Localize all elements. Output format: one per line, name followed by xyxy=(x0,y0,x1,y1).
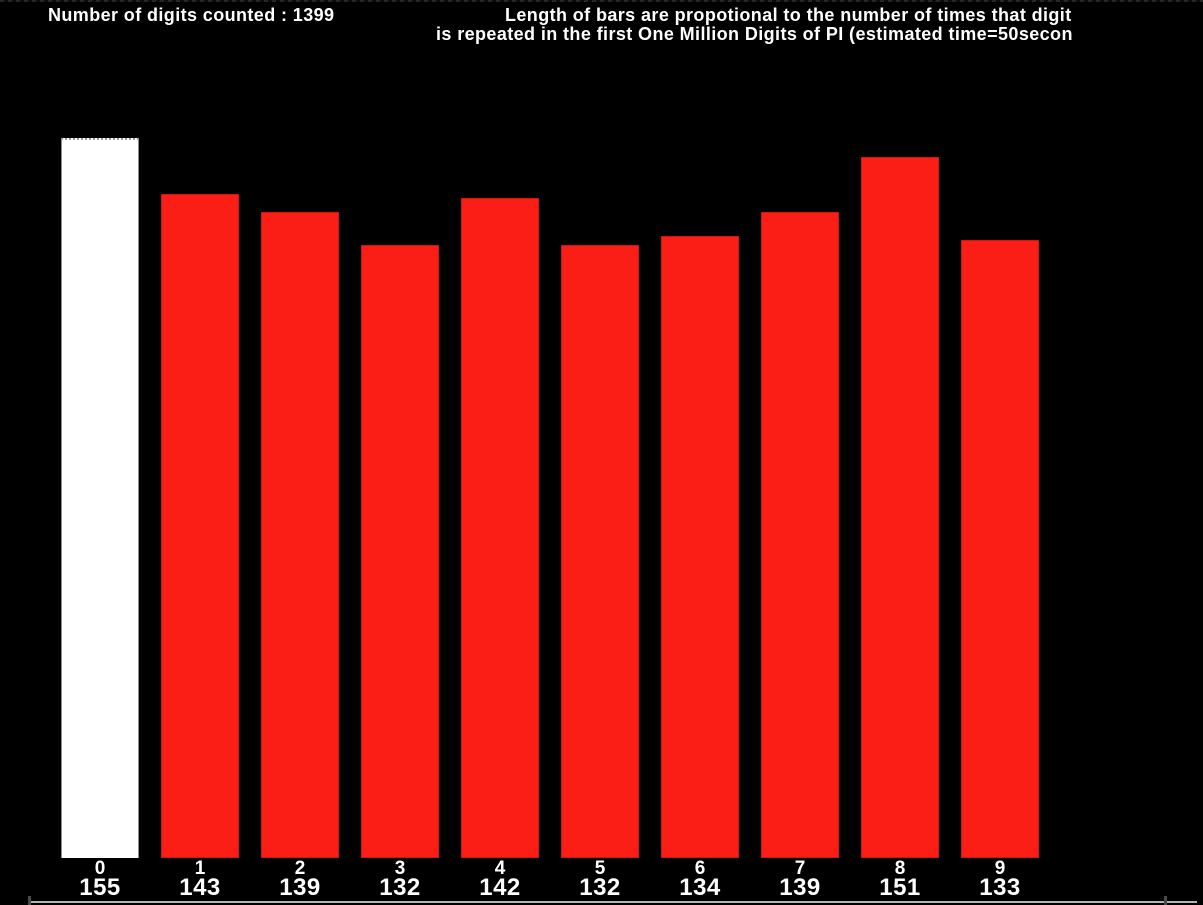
digit-label-6: 6 xyxy=(694,858,706,879)
bar-digit-2 xyxy=(261,212,339,858)
window-bottom-left-notch xyxy=(28,896,31,905)
digit-label-1: 1 xyxy=(194,858,206,879)
bar-digit-0 xyxy=(61,138,139,858)
digit-label-0: 0 xyxy=(94,858,106,879)
digit-label-8: 8 xyxy=(894,858,906,879)
bar-digit-6 xyxy=(661,236,739,858)
count-label-4: 142 xyxy=(479,874,521,901)
chart-description-line2: is repeated in the first One Million Dig… xyxy=(436,24,1073,44)
digit-label-9: 9 xyxy=(994,858,1006,879)
digits-counted-label: Number of digits counted : 1399 xyxy=(48,5,335,25)
bar-digit-4 xyxy=(461,198,539,858)
digit-label-4: 4 xyxy=(494,858,506,879)
count-label-2: 139 xyxy=(279,874,321,901)
count-label-6: 134 xyxy=(679,874,721,901)
count-label-7: 139 xyxy=(779,874,821,901)
bar-digit-5 xyxy=(561,245,639,858)
count-label-1: 143 xyxy=(179,874,221,901)
bar-digit-3 xyxy=(361,245,439,858)
digit-label-2: 2 xyxy=(294,858,306,879)
bar-digit-8 xyxy=(861,157,939,858)
count-label-0: 155 xyxy=(79,874,121,901)
count-label-5: 132 xyxy=(579,874,621,901)
count-label-8: 151 xyxy=(879,874,921,901)
window-bottom-right-notch xyxy=(1164,896,1167,905)
chart-description-line1: Length of bars are propotional to the nu… xyxy=(505,5,1072,25)
digit-label-3: 3 xyxy=(394,858,406,879)
count-label-3: 132 xyxy=(379,874,421,901)
digit-label-7: 7 xyxy=(794,858,806,879)
count-label-9: 133 xyxy=(979,874,1021,901)
digit-label-5: 5 xyxy=(594,858,606,879)
bar-digit-7 xyxy=(761,212,839,858)
window-bottom-border xyxy=(30,901,1197,903)
bar-digit-1 xyxy=(161,194,239,858)
bar-digit-9 xyxy=(961,240,1039,858)
